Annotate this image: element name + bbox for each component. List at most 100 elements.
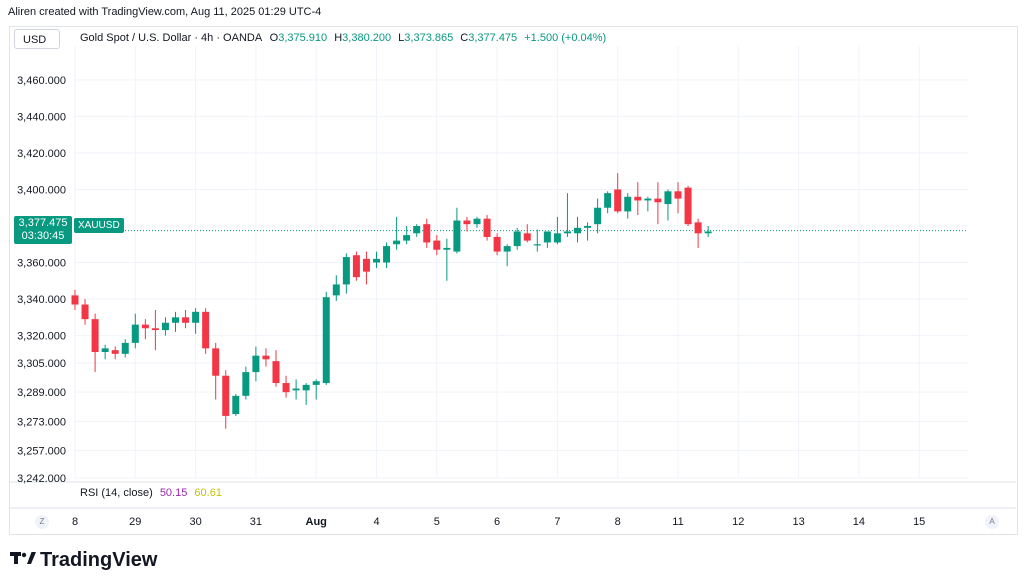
chart-grid [9, 46, 1016, 509]
candle[interactable] [383, 242, 391, 268]
candle[interactable] [533, 229, 541, 252]
price-tick-label: 3,440.000 [17, 111, 66, 123]
candle[interactable] [212, 342, 220, 400]
candle[interactable] [483, 215, 491, 241]
currency-button[interactable]: USD [14, 29, 60, 49]
time-tick-label: 13 [792, 516, 804, 528]
time-tick-label: 4 [373, 516, 379, 528]
candle-body [232, 395, 240, 415]
candle[interactable] [161, 317, 169, 336]
candle-body [91, 319, 99, 352]
candle[interactable] [493, 233, 501, 256]
candle[interactable] [664, 189, 672, 221]
candle[interactable] [71, 289, 79, 310]
auto-scale-button[interactable]: A [985, 515, 999, 529]
candle[interactable] [373, 251, 380, 268]
candle[interactable] [403, 226, 411, 245]
candle-body [312, 381, 320, 385]
candle[interactable] [574, 216, 581, 243]
candle[interactable] [172, 311, 179, 332]
candle-body [262, 355, 270, 360]
candle[interactable] [684, 185, 692, 226]
candle[interactable] [543, 231, 551, 248]
candle[interactable] [634, 182, 642, 216]
candle[interactable] [704, 226, 712, 237]
candle-body [694, 222, 702, 234]
candle[interactable] [523, 224, 531, 243]
candle[interactable] [674, 182, 682, 214]
candle[interactable] [272, 350, 280, 387]
candle[interactable] [131, 313, 139, 349]
candle[interactable] [413, 224, 421, 237]
candle[interactable] [91, 313, 99, 373]
candle[interactable] [614, 173, 622, 214]
close-label: C [460, 32, 469, 44]
candle-body [111, 350, 119, 354]
candle[interactable] [121, 339, 129, 358]
low-value: 3,373.865 [404, 32, 454, 44]
rsi-label: RSI (14, close) [80, 487, 153, 499]
candle[interactable] [553, 216, 561, 245]
candle[interactable] [473, 216, 481, 228]
candle[interactable] [322, 291, 330, 385]
candle[interactable] [202, 308, 210, 354]
candle[interactable] [694, 218, 702, 248]
candle[interactable] [242, 366, 250, 400]
candle[interactable] [433, 235, 441, 256]
candle[interactable] [463, 216, 471, 232]
candle-body [543, 231, 551, 243]
candle[interactable] [362, 251, 370, 285]
candle-body [141, 324, 149, 329]
candle[interactable] [292, 379, 300, 400]
candle[interactable] [111, 346, 119, 360]
low-label: L [398, 32, 405, 44]
candle[interactable] [151, 310, 159, 351]
candle[interactable] [282, 375, 290, 398]
candle-body [493, 236, 501, 252]
candle[interactable] [312, 379, 320, 400]
candle[interactable] [302, 383, 310, 405]
price-tick-label: 3,400.000 [17, 184, 66, 196]
candle[interactable] [654, 182, 662, 225]
time-tick-label: 12 [732, 516, 744, 528]
candle[interactable] [192, 308, 200, 334]
candle-body [322, 297, 330, 384]
candle[interactable] [453, 207, 461, 254]
candle[interactable] [232, 394, 240, 416]
candle-body [352, 255, 360, 278]
candle[interactable] [584, 222, 592, 241]
candle[interactable] [624, 193, 632, 219]
candle[interactable] [443, 238, 451, 281]
candle[interactable] [503, 244, 511, 267]
candle[interactable] [182, 310, 190, 329]
price-tick-label: 3,420.000 [17, 148, 66, 160]
candle[interactable] [644, 196, 652, 212]
high-value: 3,380.200 [342, 32, 392, 44]
candle-body [453, 220, 461, 252]
candle[interactable] [352, 251, 360, 281]
candle[interactable] [141, 319, 149, 340]
candle-body [101, 348, 109, 352]
candle-body [614, 189, 622, 212]
candle-body [443, 247, 451, 250]
candle[interactable] [342, 253, 350, 294]
candle[interactable] [81, 299, 89, 325]
time-tick-label: 8 [72, 516, 78, 528]
candle[interactable] [262, 348, 270, 367]
zoom-reset-button[interactable]: Z [35, 515, 49, 529]
candle[interactable] [604, 191, 612, 214]
candle-body [594, 207, 602, 225]
candle-body [634, 196, 642, 201]
candle[interactable] [513, 227, 521, 250]
candle-body [81, 304, 89, 320]
candle[interactable] [252, 346, 260, 382]
candle[interactable] [393, 216, 401, 250]
candle[interactable] [563, 193, 571, 237]
candle[interactable] [222, 370, 230, 429]
candle-body [553, 233, 561, 243]
candle[interactable] [101, 344, 109, 360]
candle[interactable] [423, 218, 431, 248]
candle[interactable] [594, 198, 602, 234]
candle[interactable] [332, 275, 340, 301]
